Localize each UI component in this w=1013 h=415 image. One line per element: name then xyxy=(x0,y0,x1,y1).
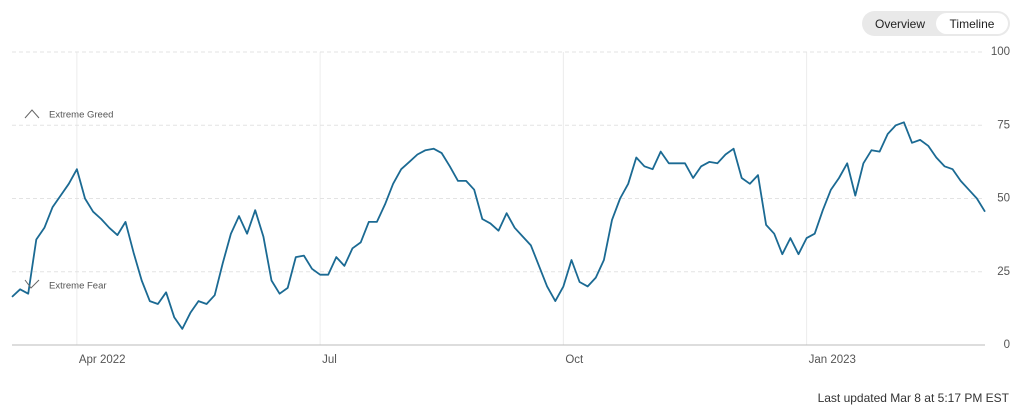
toggle-option[interactable]: Overview xyxy=(864,13,936,34)
line xyxy=(11,121,986,330)
y-tick-label: 0 xyxy=(1004,339,1010,351)
annotation: Extreme Fear xyxy=(49,281,107,292)
y-tick-label: 75 xyxy=(997,119,1010,131)
y-tick-label: 50 xyxy=(997,193,1010,205)
footer: Last updated Mar 8 at 5:17 PM EST xyxy=(817,391,1009,405)
plot: Apr 2022 Jul Oct Jan 2023 0 25 50 75 100 xyxy=(11,46,1010,366)
y-tick-label: 100 xyxy=(991,46,1010,58)
y-tick-label: 25 xyxy=(997,266,1010,278)
x-tick-label: Oct xyxy=(565,354,584,366)
annotation: Extreme Greed xyxy=(49,110,113,121)
toggle-option[interactable]: Timeline xyxy=(936,13,1008,34)
x-tick-label: Apr 2022 xyxy=(79,354,126,366)
fear-icon xyxy=(24,279,40,289)
x-tick-label: Jul xyxy=(322,354,337,366)
view-toggle: Overview Timeline xyxy=(862,11,1010,36)
greed-icon xyxy=(24,109,40,119)
x-tick-label: Jan 2023 xyxy=(809,354,856,366)
